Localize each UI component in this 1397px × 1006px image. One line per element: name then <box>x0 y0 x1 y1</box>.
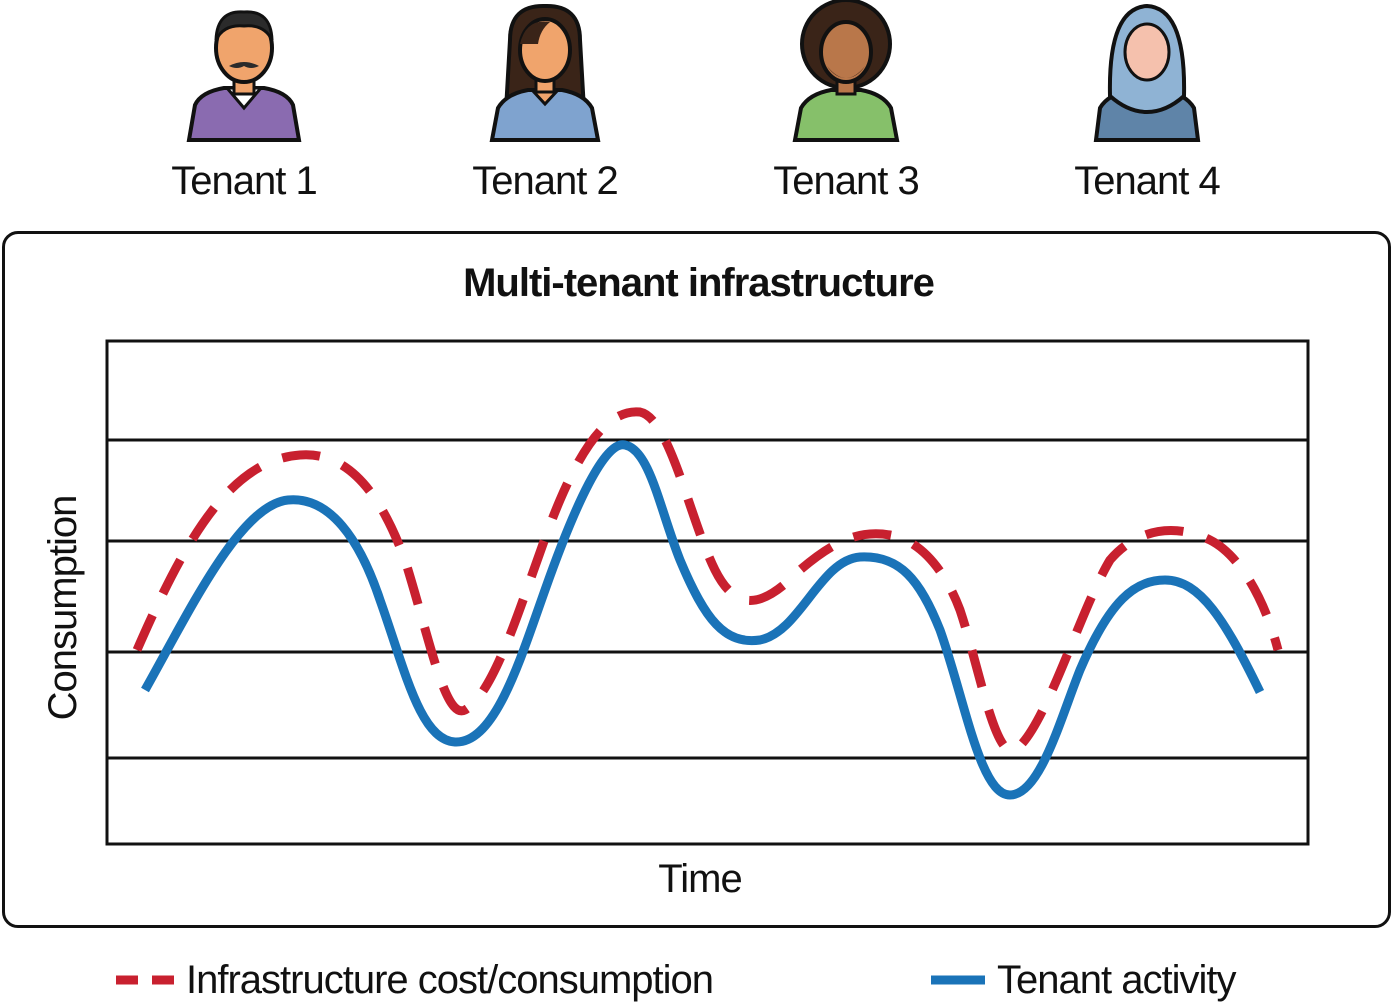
tenant-3: Tenant 3 <box>746 0 946 203</box>
infrastructure-panel <box>2 231 1391 928</box>
legend-activity-label: Tenant activity <box>997 958 1236 1002</box>
man-curly-hair-beard-avatar-icon <box>792 0 900 142</box>
woman-hijab-avatar-icon <box>1093 3 1201 142</box>
woman-long-hair-avatar-icon <box>489 3 601 142</box>
tenant-1: Tenant 1 <box>144 0 344 203</box>
legend-cost-label: Infrastructure cost/consumption <box>186 958 714 1002</box>
infrastructure-cost-line <box>132 407 1283 756</box>
tenant-2: Tenant 2 <box>445 0 645 203</box>
tenant-1-label: Tenant 1 <box>171 159 317 203</box>
plot-frame <box>105 339 1310 846</box>
tenant-2-label: Tenant 2 <box>472 159 618 203</box>
man-mustache-avatar-icon <box>186 10 302 142</box>
tenant-3-label: Tenant 3 <box>773 159 919 203</box>
tenant-activity-line <box>141 440 1265 800</box>
dashed-line-swatch-icon <box>116 975 174 985</box>
y-axis-label: Consumption <box>41 495 85 721</box>
solid-line-swatch-icon <box>931 975 985 985</box>
legend-cost: Infrastructure cost/consumption <box>114 954 714 1006</box>
panel-title: Multi-tenant infrastructure <box>463 261 935 305</box>
legend-activity: Tenant activity <box>929 954 1236 1006</box>
tenant-4: Tenant 4 <box>1047 0 1247 203</box>
x-axis-label: Time <box>658 857 742 901</box>
tenant-4-label: Tenant 4 <box>1074 159 1220 203</box>
